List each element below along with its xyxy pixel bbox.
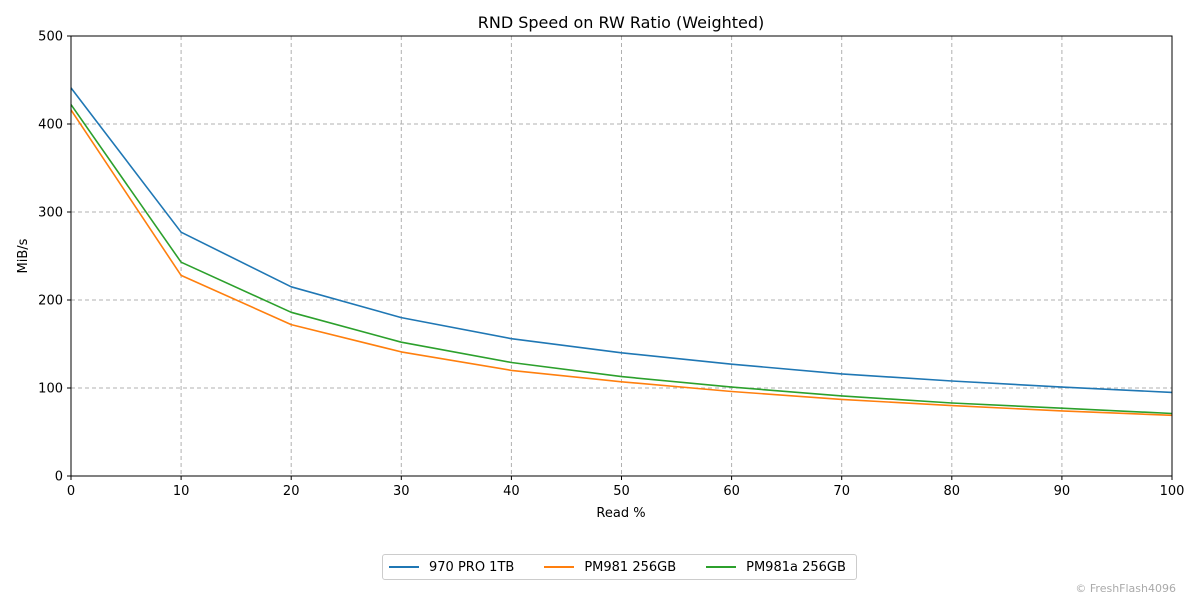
chart-title: RND Speed on RW Ratio (Weighted) (478, 13, 765, 32)
x-tick-label: 0 (67, 484, 75, 499)
x-tick-label: 70 (833, 484, 850, 499)
legend-label: PM981a 256GB (746, 559, 846, 575)
chart-legend: 970 PRO 1TB PM981 256GB PM981a 256GB (382, 554, 857, 580)
y-axis-label: MiB/s (16, 238, 31, 273)
x-tick-label: 90 (1054, 484, 1071, 499)
x-axis-ticks: 0 10 20 30 40 50 60 70 80 90 100 (67, 476, 1185, 499)
y-tick-label: 300 (38, 206, 63, 221)
y-tick-label: 0 (55, 470, 63, 485)
x-tick-label: 10 (173, 484, 190, 499)
series-line-pm981-256gb (70, 109, 1173, 417)
x-tick-label: 50 (613, 484, 630, 499)
x-tick-label: 80 (944, 484, 961, 499)
y-axis-ticks: 0 100 200 300 400 500 (38, 30, 71, 485)
x-axis-label: Read % (596, 506, 645, 521)
legend-swatch (706, 566, 737, 568)
y-tick-label: 200 (38, 294, 63, 309)
x-tick-label: 40 (503, 484, 520, 499)
x-tick-label: 20 (283, 484, 300, 499)
series-line-pm981a-256gb (70, 104, 1173, 415)
legend-label: 970 PRO 1TB (429, 559, 515, 575)
legend-label: PM981 256GB (584, 559, 677, 575)
legend-item: PM981 256GB (544, 560, 698, 575)
x-tick-label: 30 (393, 484, 410, 499)
watermark: © FreshFlash4096 (1075, 582, 1176, 595)
legend-item: 970 PRO 1TB (389, 560, 536, 575)
series-line-970-pro-1tb (70, 87, 1173, 394)
legend-item: PM981a 256GB (706, 560, 846, 575)
y-tick-label: 400 (38, 118, 63, 133)
y-tick-label: 500 (38, 30, 63, 45)
legend-swatch (389, 566, 419, 568)
series-layer (70, 87, 1173, 417)
x-tick-label: 100 (1160, 484, 1185, 499)
legend-swatch (544, 566, 575, 568)
grid-lines (71, 36, 1172, 476)
x-tick-label: 60 (723, 484, 740, 499)
y-tick-label: 100 (38, 382, 63, 397)
